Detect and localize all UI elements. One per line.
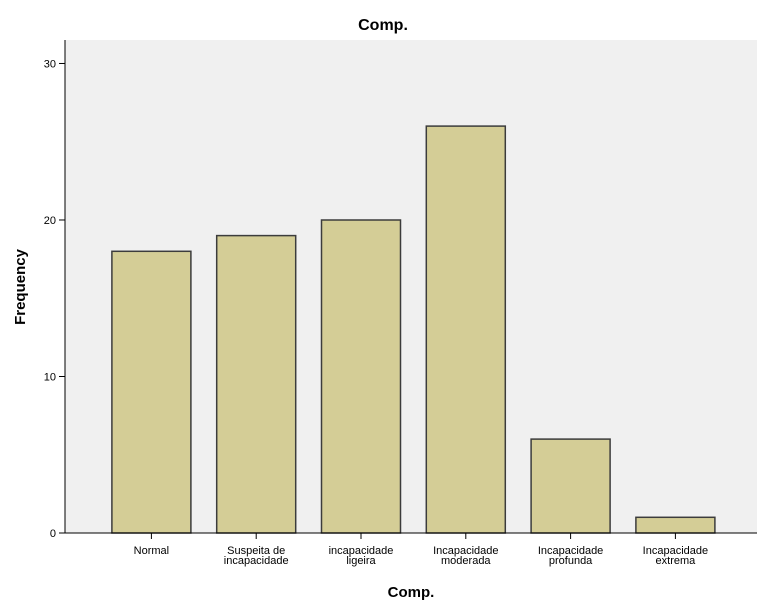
bar <box>320 219 402 534</box>
x-tick-label-line: moderada <box>441 555 491 567</box>
y-tick-label: 0 <box>50 528 56 540</box>
x-axis-title: Comp. <box>388 584 435 600</box>
x-tick-label-line: profunda <box>549 555 593 567</box>
x-tick-label-line: Suspeita de <box>227 545 285 557</box>
y-tick-label: 20 <box>44 215 56 227</box>
bars <box>111 125 716 534</box>
bar <box>215 234 297 534</box>
y-tick-label: 30 <box>44 58 56 70</box>
x-tick-label-line: incapacidade <box>329 545 394 557</box>
x-tick-label-line: incapacidade <box>224 555 289 567</box>
y-axis-title: Frequency <box>12 248 29 325</box>
y-axis-ticks: 0 10 20 30 <box>44 58 65 540</box>
x-tick-label: incapacidade ligeira <box>329 545 394 567</box>
y-tick-label: 10 <box>44 371 56 383</box>
x-tick-label: Incapacidade extrema <box>643 545 708 567</box>
x-tick-label-line: Incapacidade <box>538 545 603 557</box>
bar <box>425 125 507 534</box>
x-tick-label-line: Normal <box>134 545 169 557</box>
x-tick-label: Incapacidade profunda <box>538 545 603 567</box>
x-tick-label-line: Incapacidade <box>643 545 708 557</box>
x-tick-label-line: extrema <box>656 555 697 567</box>
x-tick-label: Suspeita de incapacidade <box>224 545 289 567</box>
x-tick-label: Incapacidade moderada <box>433 545 498 567</box>
x-tick-label-line: ligeira <box>346 555 376 567</box>
x-tick-label-line: Incapacidade <box>433 545 498 557</box>
bar <box>530 438 611 534</box>
bar <box>111 250 192 534</box>
x-axis-ticks: Normal Suspeita de incapacidadeincapacidad… <box>134 533 708 567</box>
chart-title: Comp. <box>358 17 408 34</box>
x-tick-label: Normal <box>134 545 169 557</box>
bar <box>635 516 716 534</box>
